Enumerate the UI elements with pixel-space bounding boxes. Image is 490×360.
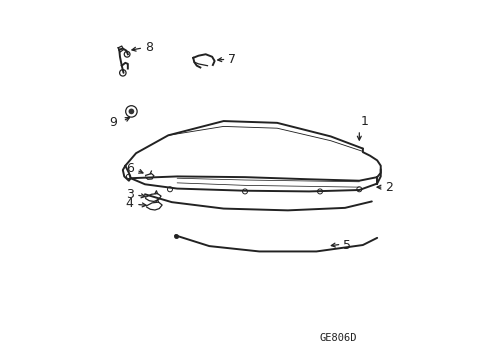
Text: GE806D: GE806D [319,333,357,342]
Text: 9: 9 [110,116,118,129]
Text: 4: 4 [125,197,134,210]
Text: 3: 3 [125,188,134,201]
Text: 7: 7 [228,53,236,66]
Text: 8: 8 [145,41,153,54]
Text: 6: 6 [125,162,134,175]
Circle shape [128,109,134,114]
Text: 5: 5 [343,239,351,252]
Text: 2: 2 [386,181,393,194]
Text: 1: 1 [361,115,368,128]
